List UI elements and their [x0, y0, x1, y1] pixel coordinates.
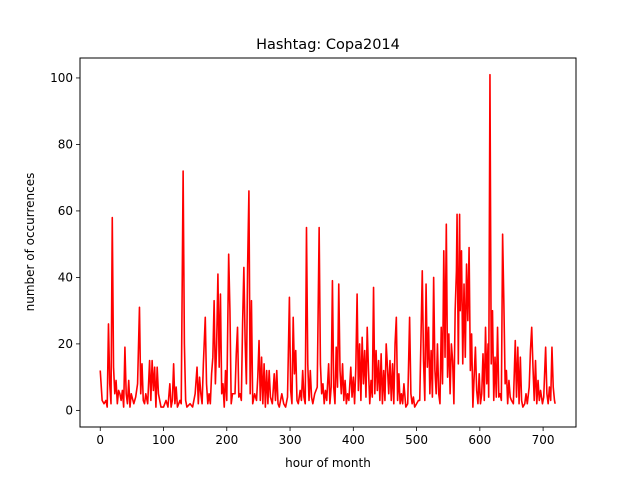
x-tick-label: 0 — [96, 433, 104, 447]
x-tick-label: 600 — [468, 433, 491, 447]
plot-frame — [79, 57, 577, 428]
y-tick-label: 0 — [65, 403, 73, 417]
y-axis-label: number of occurrences — [23, 173, 37, 312]
x-tick-label: 300 — [279, 433, 302, 447]
x-tick-label: 200 — [215, 433, 238, 447]
x-tick-label: 400 — [342, 433, 365, 447]
series-line-0 — [99, 73, 556, 408]
x-axis-label: hour of month — [285, 456, 371, 470]
y-tick-label: 40 — [58, 270, 73, 284]
y-tick-label: 60 — [58, 204, 73, 218]
x-tick-label: 500 — [405, 433, 428, 447]
x-tick-label: 700 — [532, 433, 555, 447]
x-axis: 0 100 200 300 400 500 600 700 — [96, 427, 555, 447]
y-tick-label: 100 — [50, 71, 73, 85]
y-tick-label: 80 — [58, 137, 73, 151]
y-tick-label: 20 — [58, 337, 73, 351]
chart-title: Hashtag: Copa2014 — [256, 37, 400, 53]
x-tick-label: 100 — [152, 433, 175, 447]
plot-area — [99, 73, 556, 408]
y-axis: 0 20 40 60 80 100 — [50, 71, 80, 417]
